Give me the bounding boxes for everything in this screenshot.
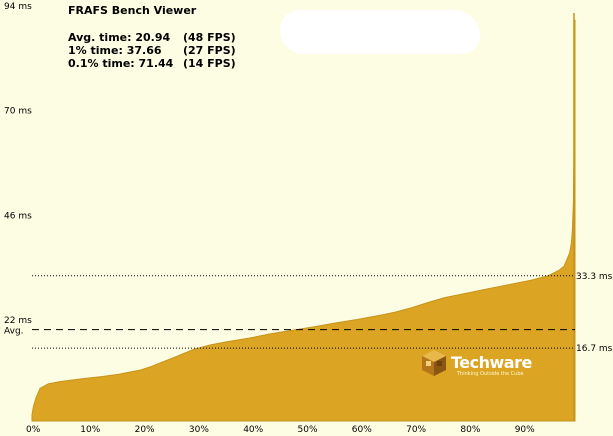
area-layer [31,13,576,422]
x-tick-label-7: 70% [406,425,426,435]
stat-1pct-label: 1% time: [68,44,123,57]
x-tick-label-5: 50% [298,425,318,435]
x-tick-label-2: 20% [135,425,155,435]
x-tick-label-4: 40% [243,425,263,435]
reference-lines: 33.3 ms 16.7 ms Avg. [4,272,613,354]
stat-avg-fps: (48 FPS) [183,31,236,44]
app-title: FRAFS Bench Viewer [68,4,197,17]
ref-label-1: 16.7 ms [576,344,613,354]
stat-1pct: 1% time: 37.66 (27 FPS) [68,44,236,57]
redaction-scribble [280,10,480,54]
y-tick-label-3: 22 ms [4,316,32,326]
x-tick-label-6: 60% [352,425,372,435]
x-tick-label-3: 30% [189,425,209,435]
stat-avg: Avg. time: 20.94 (48 FPS) [68,31,236,44]
ref-label-0: 33.3 ms [576,272,613,282]
stat-1pct-value: 37.66 [126,44,162,57]
y-tick-label-1: 70 ms [4,107,32,117]
x-tick-label-1: 10% [80,425,100,435]
stat-1pct-fps: (27 FPS) [183,44,236,57]
ref-label-2: Avg. [4,327,24,337]
frametime-area-series-0 [31,19,576,422]
stat-01pct-label: 0.1% time: [68,57,135,70]
techware-logo: Techware Thinking Outside the Cube [421,349,571,381]
stat-avg-value: 20.94 [135,31,171,44]
stat-01pct: 0.1% time: 71.44 (14 FPS) [68,57,236,70]
stat-01pct-value: 71.44 [138,57,174,70]
stat-01pct-fps: (14 FPS) [183,57,236,70]
x-tick-label-9: 90% [515,425,535,435]
axis-ticks: 94 ms 70 ms 46 ms 22 ms 0% 10% 20% 30% 40% 50% 60%… [4,2,535,435]
x-tick-label-8: 80% [460,425,480,435]
logo-tagline: Thinking Outside the Cube [457,371,524,377]
logo-text: Techware [451,353,532,372]
x-tick-label-0: 0% [26,425,41,435]
cube-icon [422,350,446,376]
stats-panel: FRAFS Bench Viewer Avg. time: 20.94 (48 … [68,4,236,70]
y-tick-label-2: 46 ms [4,211,32,221]
stat-avg-label: Avg. time: [68,31,132,44]
y-tick-label-0: 94 ms [4,2,32,12]
